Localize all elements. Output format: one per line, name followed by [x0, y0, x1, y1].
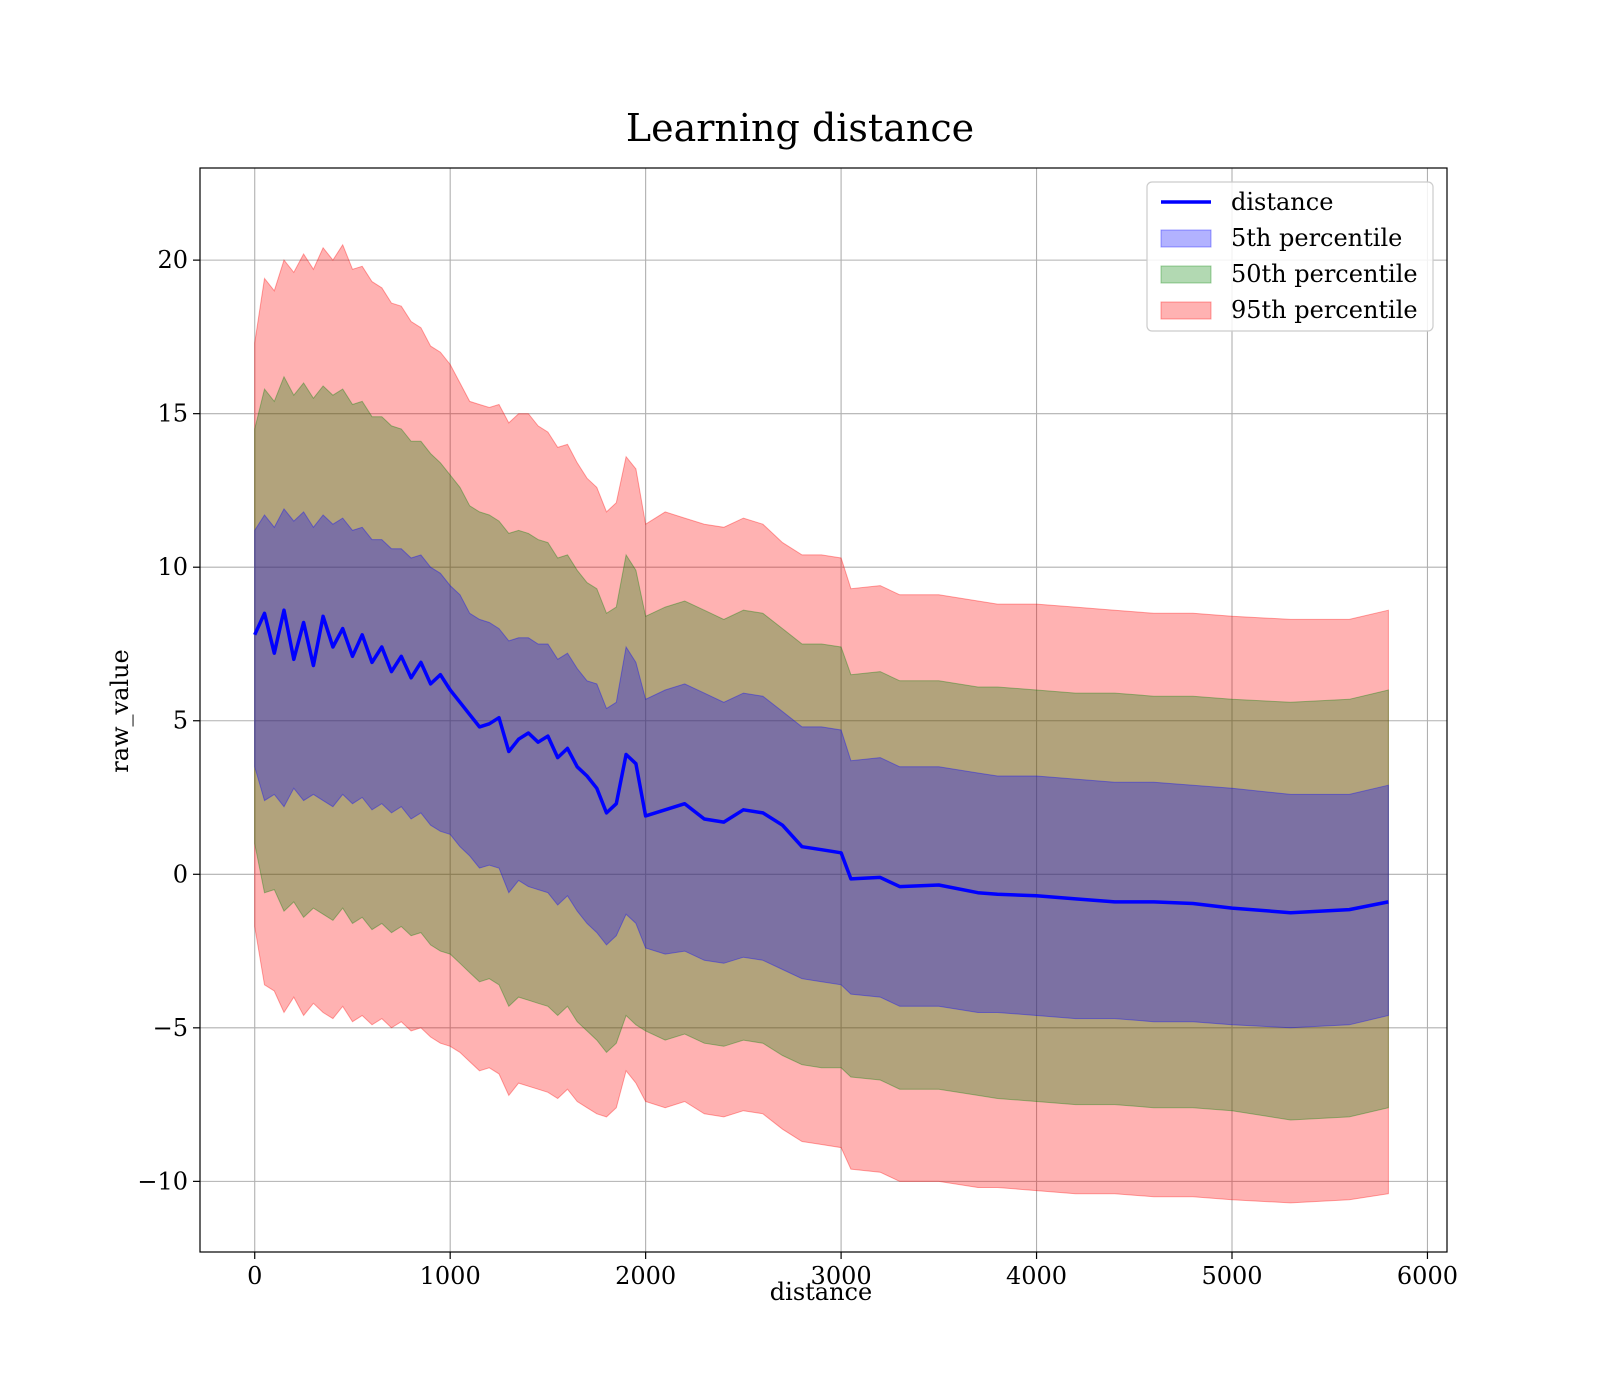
legend-items: distance 5th percentile 50th percentile 95t…: [1160, 188, 1418, 324]
band-50th-percentile: [254, 375, 1389, 1121]
y-axis-ticks: −10 −5 0 5 10 15 20: [137, 246, 200, 1195]
y-tick-label: 10: [157, 553, 188, 581]
legend-label: 5th percentile: [1231, 224, 1402, 252]
band-5th-percentile: [254, 507, 1389, 1029]
legend-swatch-patch: [1160, 301, 1212, 320]
x-axis-label: distance: [770, 1278, 872, 1306]
legend-swatch-patch: [1160, 265, 1212, 284]
plot-frame: [199, 167, 1448, 1253]
legend-label: 50th percentile: [1231, 260, 1418, 288]
x-tick-label: 6000: [1397, 1262, 1458, 1290]
band-95th-percentile: [254, 243, 1389, 1204]
legend-frame: [1146, 181, 1434, 332]
y-tick-label: 20: [157, 246, 188, 274]
y-tick-label: 15: [157, 400, 188, 428]
series-line-distance: [253, 608, 1389, 915]
legend: distance 5th percentile 50th percentile 95t…: [1146, 181, 1434, 332]
y-tick-label: 5: [173, 707, 188, 735]
x-tick-label: 2000: [615, 1262, 676, 1290]
x-tick-label: 0: [247, 1262, 262, 1290]
x-axis-ticks: 0 1000 2000 3000 4000 5000 6000: [247, 1252, 1458, 1290]
y-tick-label: −5: [153, 1014, 188, 1042]
line-layer: [253, 608, 1389, 915]
x-tick-label: 5000: [1201, 1262, 1262, 1290]
y-tick-label: 0: [173, 860, 188, 888]
legend-swatch-patch: [1160, 229, 1212, 248]
legend-label: distance: [1231, 188, 1333, 216]
x-tick-label: 1000: [420, 1262, 481, 1290]
x-tick-label: 3000: [811, 1262, 872, 1290]
chart-title: Learning distance: [626, 106, 974, 150]
y-tick-label: −10: [137, 1167, 188, 1195]
band-layer: [254, 243, 1389, 1204]
legend-label: 95th percentile: [1231, 296, 1418, 324]
x-tick-label: 4000: [1006, 1262, 1067, 1290]
y-axis-label: raw_value: [106, 649, 134, 773]
